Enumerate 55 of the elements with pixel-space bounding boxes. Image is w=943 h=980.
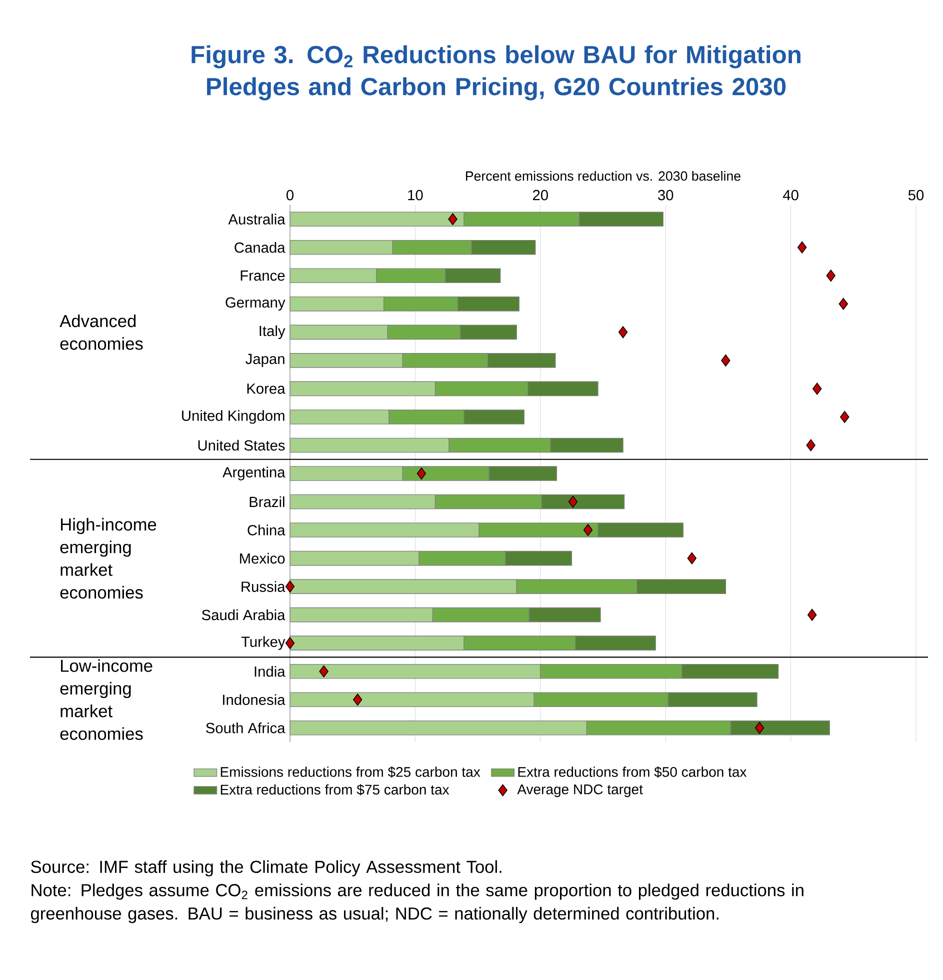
point [687,552,696,564]
source-note: Source: IMF staff using the Climate Policy Assessment Tool. [31,860,502,876]
point [448,213,458,226]
point [319,665,328,678]
x-tick-label: 10 [408,190,423,200]
y-tick-label: Indonesia [223,694,286,705]
point [583,524,593,536]
y-tick-label: Japan [246,354,284,367]
legend-label: Extra reductions from $50 carbon tax [518,766,747,778]
y-tick-label: Turkey [241,636,286,650]
y-tick-label: Canada [234,242,286,253]
point [797,241,807,254]
x-tick-label: 0 [286,190,294,200]
y-tick-label: India [254,666,286,677]
y-tick-label: Argentina [222,466,286,480]
y-tick-label: Brazil [250,496,284,508]
point [754,722,764,734]
x-tick-label: 30 [658,190,674,200]
chart-title: Figure 3. CO$_{2}$ Reductions below BAU for Mitigation Pledges and Carbon Pricing, G20 Countries 2030 [192,45,800,100]
y-tick-label: United Kingdom [182,410,284,424]
y-tick-label: Russia [242,581,286,592]
point [285,637,295,650]
point [826,270,836,282]
point [812,382,822,395]
y-tick-label: Italy [260,325,286,340]
y-tick-label: United States [198,440,285,451]
y-tick-label: Saudi Arabia [202,609,286,620]
point [721,354,730,366]
legend-label: Average NDC target [517,784,643,798]
point [416,467,426,480]
y-tick-label: France [240,270,285,281]
x-tick-label: 40 [782,190,798,200]
x-tick-label: 50 [908,190,924,200]
y-tick-label: South Africa [206,722,286,734]
y-tick-label: Korea [247,384,286,394]
legend-label: Emissions reductions from $25 carbon tax [220,766,480,778]
point [285,580,295,593]
point [618,326,628,338]
text: Note: Pledges assume CO$_{2}$ emissions are reduced in the same proportion to pledged reductions in greenhouse gases. BAU = business as usual; NDC = nationally determined contribution. [31,884,804,924]
y-tick-label: Germany [226,297,286,311]
y-tick-label: Mexico [240,552,285,564]
y-tick-label: Australia [228,214,286,225]
point [840,410,850,423]
text: Low-income emerging market economies [60,659,152,740]
legend-label: Extra reductions from $75 carbon tax [220,784,450,796]
point [807,608,817,621]
point [353,694,362,706]
text: High-income emerging market economies [60,518,156,599]
text: Advanced economies [60,314,143,350]
point [806,439,816,452]
y-tick-label: China [248,524,286,536]
x-axis-title: Percent emissions reduction vs. 2030 baseline [466,170,740,181]
point [838,298,848,310]
x-tick-label: 20 [532,190,548,200]
point [568,496,578,508]
